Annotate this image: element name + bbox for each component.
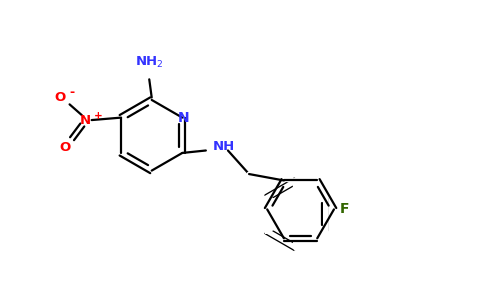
Text: N: N xyxy=(80,114,91,127)
Text: -: - xyxy=(70,85,75,99)
Text: F: F xyxy=(340,202,349,216)
Text: O: O xyxy=(54,92,65,104)
Text: NH: NH xyxy=(213,140,236,153)
Text: O: O xyxy=(59,141,70,154)
Text: NH$_2$: NH$_2$ xyxy=(135,56,164,70)
Text: N: N xyxy=(178,111,189,124)
Text: +: + xyxy=(94,111,103,121)
